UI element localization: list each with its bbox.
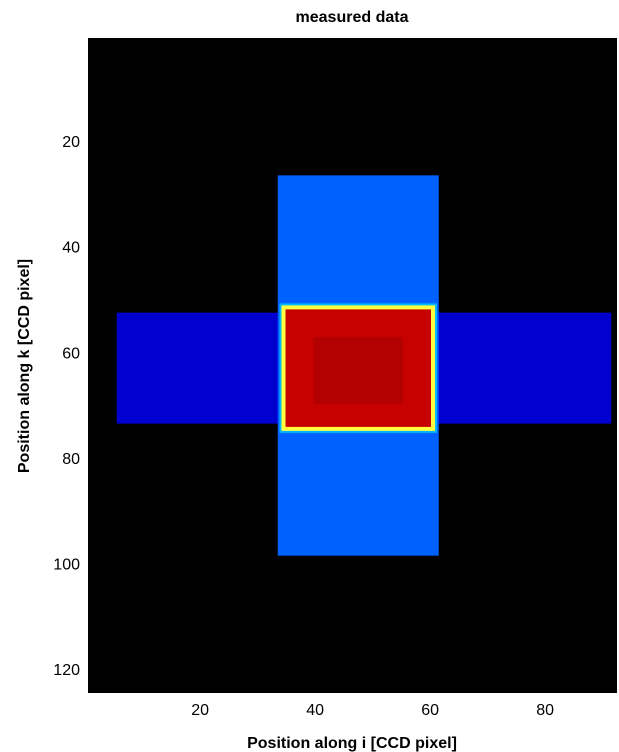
y-tick-label: 60 — [62, 345, 80, 362]
heatmap-regions — [116, 175, 612, 556]
heatmap-center-block — [285, 309, 431, 427]
y-tick-label: 120 — [53, 662, 80, 679]
y-tick-label: 100 — [53, 557, 80, 574]
chart-title: measured data — [296, 9, 409, 26]
center-dark-core — [313, 337, 403, 404]
y-axis-label: Position along k [CCD pixel] — [16, 259, 33, 473]
y-tick-label: 20 — [62, 134, 80, 151]
y-tick-labels: 20 40 60 80 100 120 — [53, 134, 80, 679]
x-tick-label: 40 — [306, 702, 324, 719]
x-tick-label: 20 — [191, 702, 209, 719]
x-axis-label: Position along i [CCD pixel] — [247, 735, 457, 752]
x-tick-label: 80 — [536, 702, 554, 719]
x-tick-labels: 20 40 60 80 — [191, 702, 554, 719]
plot-area — [88, 38, 617, 693]
x-tick-label: 60 — [421, 702, 439, 719]
y-tick-label: 40 — [62, 240, 80, 257]
y-tick-label: 80 — [62, 451, 80, 468]
